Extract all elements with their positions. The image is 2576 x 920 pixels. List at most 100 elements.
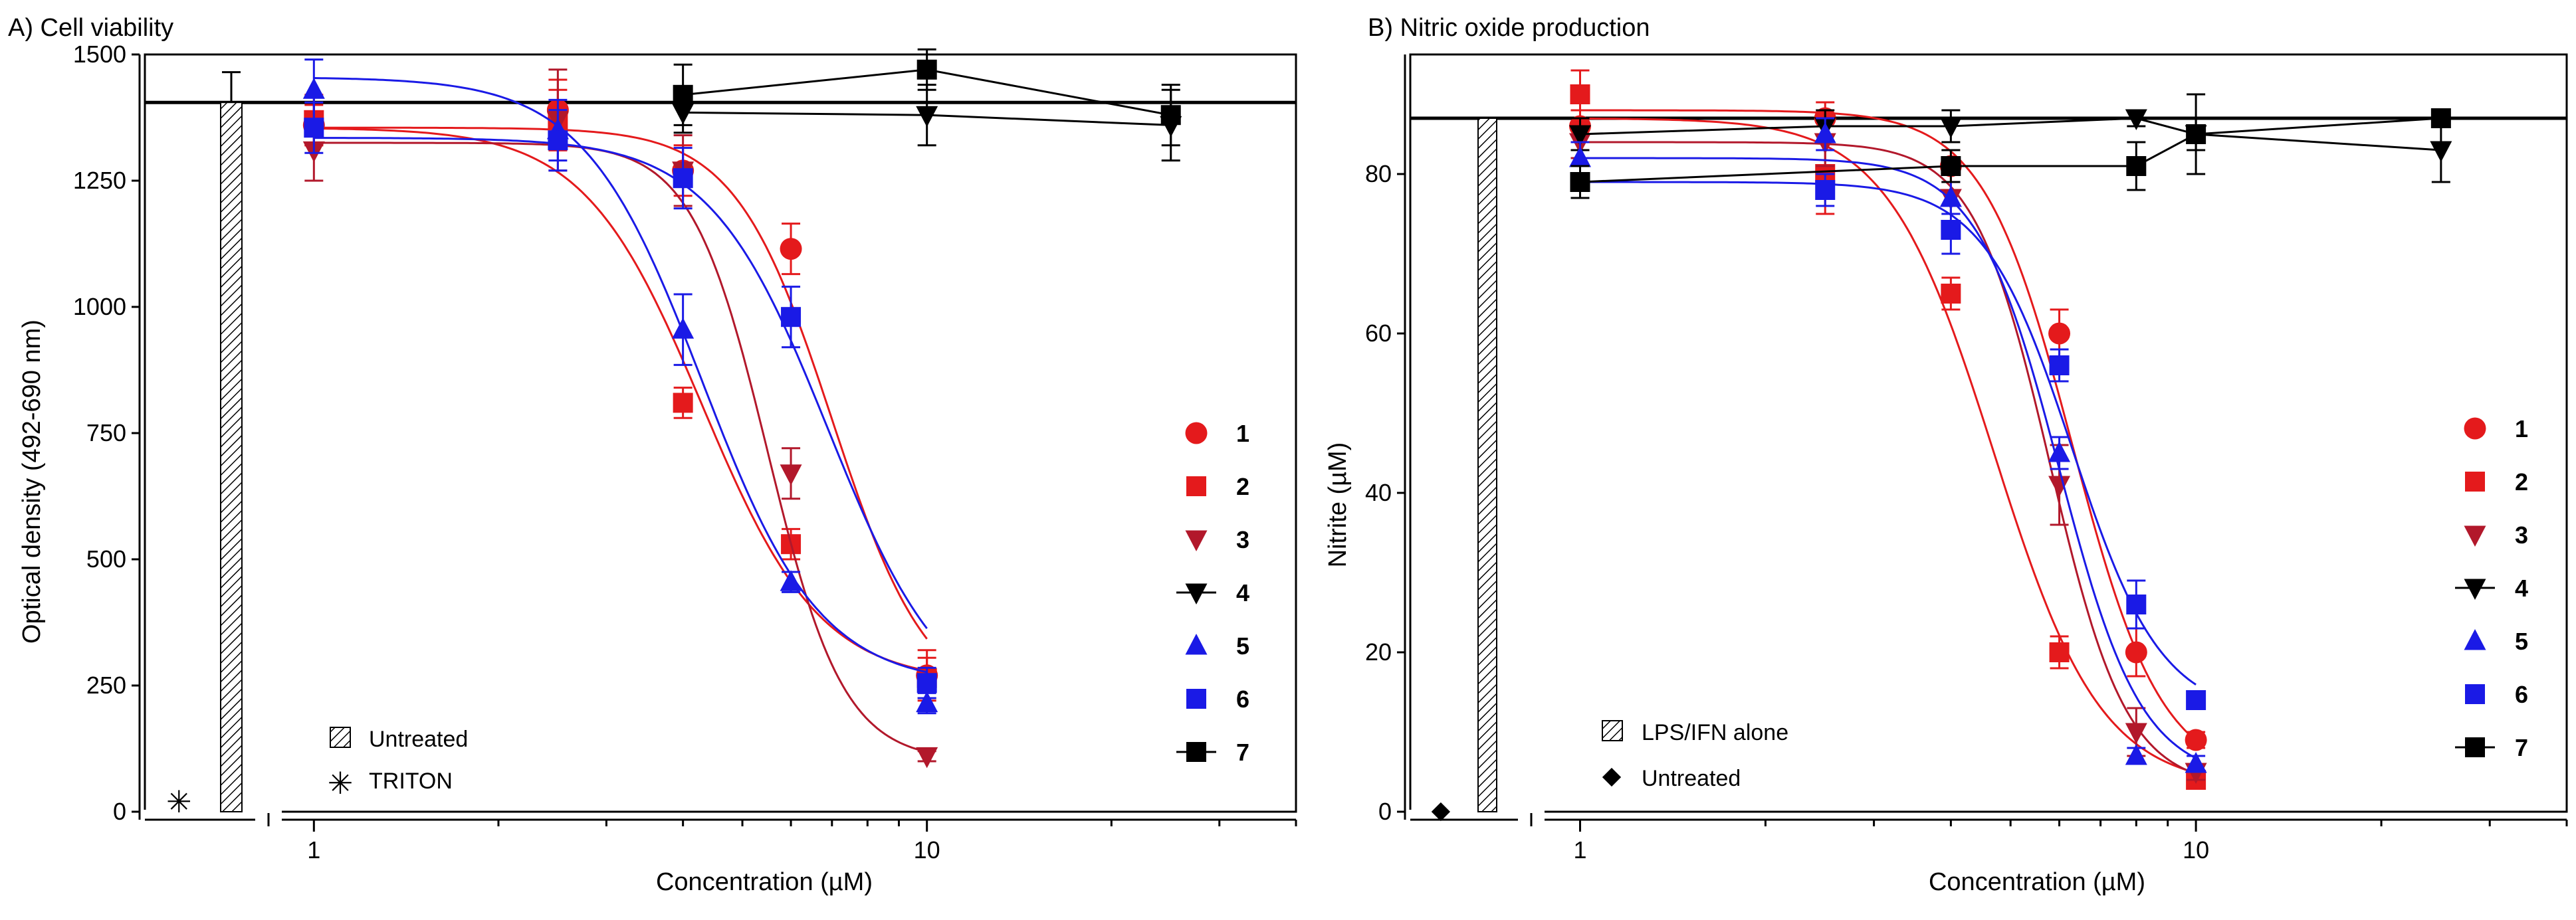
panel-a-y-tick-label: 1500 <box>73 41 126 68</box>
panel-b-legend-item-2 <box>2465 472 2485 492</box>
panel-a-y-tick-label: 0 <box>113 798 126 825</box>
panel-b-legend-label-7: 7 <box>2515 734 2528 761</box>
panel-b-legend-label-4: 4 <box>2515 575 2528 602</box>
panel-b-legend-item-4 <box>2455 579 2495 600</box>
panel-a-x-axis-label: Concentration (µM) <box>656 868 873 896</box>
panel-b-legend-marker-7 <box>2465 737 2485 757</box>
panel-a-legend-marker-1 <box>1185 422 1208 444</box>
panel-a-point-6 <box>304 118 324 138</box>
panel-a-point-1 <box>780 238 802 260</box>
panel-a-point-5 <box>916 691 938 713</box>
panel-b-fit-curve-2 <box>1580 117 2197 774</box>
asterisk-icon: ✳ <box>328 766 354 800</box>
panel-b-legend-marker-6 <box>2465 684 2485 704</box>
panel-a-fit-curve-2 <box>314 127 928 672</box>
panel-a-legend-label-7: 7 <box>1236 739 1249 766</box>
panel-a-extra-point-asterisk: ✳ <box>166 784 192 819</box>
panel-a-series-3 <box>302 68 938 769</box>
panel-a-point-5 <box>302 78 325 99</box>
panel-a-y-tick-labels: 0 250 500 750 1000 1250 1500 <box>73 41 126 825</box>
panel-b-y-tick-labels: 0 20 40 60 80 <box>1365 160 1392 825</box>
panel-b-extra-label: Untreated <box>1642 766 1741 791</box>
panel-b-legend-label-1: 1 <box>2515 415 2528 442</box>
panel-a-legend: 1 2 3 4 5 6 7 <box>1176 420 1249 766</box>
panel-b-legend-item-3 <box>2464 525 2486 547</box>
panel-a-series-7 <box>673 48 1181 147</box>
panel-b-point-1 <box>2185 729 2207 751</box>
panel-b-control-legend: LPS/IFN alone Untreated <box>1602 720 1788 791</box>
panel-a-axis-break <box>144 810 282 815</box>
panel-b-legend-label-5: 5 <box>2515 628 2528 655</box>
panel-a-legend-marker-6 <box>1186 689 1206 709</box>
panel-a-y-tick-label: 1250 <box>73 167 126 194</box>
panel-b-plot-frame <box>1409 53 2568 813</box>
panel-a-y-tick-label: 500 <box>86 545 126 573</box>
panel-b-y-tick-label: 0 <box>1378 798 1392 825</box>
panel-a-series-1 <box>302 78 938 702</box>
panel-a-point-7 <box>673 84 693 105</box>
panel-b-title: B) Nitric oxide production <box>1368 14 1650 42</box>
panel-b-y-axis-label: Nitrite (µM) <box>1324 442 1352 568</box>
panel-a-point-3 <box>916 747 938 769</box>
panel-b: B) Nitric oxide production Nitrite (µM) … <box>1324 14 2568 896</box>
panel-a-point-2 <box>673 393 693 413</box>
panel-a-legend-item-5 <box>1185 634 1208 655</box>
panel-a-legend-item-4 <box>1176 583 1216 604</box>
panel-b-point-1 <box>2125 641 2147 664</box>
panel-b-legend-marker-2 <box>2465 472 2485 492</box>
panel-a-legend-label-3: 3 <box>1236 526 1249 553</box>
panel-b-fit-curve-3 <box>1580 141 2197 775</box>
panel-b-point-4 <box>2430 141 2452 162</box>
panel-a-fit-curve-6 <box>314 137 928 630</box>
panel-b-x-tick-label: 1 <box>1573 836 1586 864</box>
panel-b-point-5 <box>2125 744 2147 765</box>
panel-b-legend-label-6: 6 <box>2515 681 2528 708</box>
panel-a-x-tick-label: 10 <box>914 836 940 864</box>
diamond-icon <box>1602 767 1622 787</box>
panel-a: A) Cell viability Optical density (492-6… <box>8 14 1297 896</box>
panel-a-legend-label-2: 2 <box>1236 473 1249 500</box>
panel-b-point-7 <box>1570 172 1590 192</box>
panel-b-point-7 <box>2186 124 2206 144</box>
panel-a-legend-marker-3 <box>1185 530 1208 551</box>
panel-b-connect-line-7 <box>1580 117 2441 183</box>
panel-b-point-7 <box>2430 108 2451 128</box>
panel-b-legend-marker-5 <box>2464 629 2486 650</box>
panel-a-legend-label-4: 4 <box>1236 579 1249 606</box>
panel-b-series-6 <box>1570 165 2206 710</box>
panel-b-point-1 <box>2048 322 2071 345</box>
panel-a-legend-label-6: 6 <box>1236 686 1249 713</box>
panel-a-legend-label-5: 5 <box>1236 632 1249 660</box>
panel-b-point-4 <box>1939 117 1962 138</box>
panel-a-x-tick-label: 1 <box>307 836 320 864</box>
panel-b-point-6 <box>2186 690 2206 710</box>
panel-b-legend-item-5 <box>2464 629 2486 650</box>
hatch-swatch-icon <box>1602 720 1623 741</box>
panel-b-axis-break <box>1409 810 1545 815</box>
panel-a-legend-label-1: 1 <box>1236 420 1249 447</box>
panel-b-series-7 <box>1570 93 2451 199</box>
panel-a-point-6 <box>781 307 802 327</box>
panel-a-point-6 <box>673 168 693 189</box>
panel-b-point-7 <box>2126 156 2147 176</box>
panel-b-x-axis-label: Concentration (µM) <box>1929 868 2145 896</box>
panel-a-extra-label: TRITON <box>369 769 453 794</box>
panel-b-legend: 1 2 3 4 5 6 7 <box>2455 415 2528 761</box>
panel-a-legend-marker-5 <box>1185 634 1208 655</box>
panel-b-connect-line-4 <box>1580 117 2441 151</box>
panel-a-legend-item-6 <box>1186 689 1206 709</box>
panel-b-control-label: LPS/IFN alone <box>1642 720 1788 745</box>
panel-b-point-4 <box>2125 109 2147 130</box>
panel-a-plot-frame <box>144 53 1297 813</box>
panel-b-extra-point-diamond <box>1431 802 1451 822</box>
panel-b-point-3 <box>2048 476 2071 497</box>
panel-b-y-tick-label: 60 <box>1365 320 1392 347</box>
panel-a-legend-marker-2 <box>1186 476 1206 496</box>
panel-b-point-5 <box>2185 752 2207 773</box>
panel-b-point-5 <box>2048 441 2071 462</box>
panel-a-point-7 <box>1160 105 1181 126</box>
panel-a-control-legend: Untreated ✳ TRITON <box>328 727 468 800</box>
panel-a-series-5 <box>302 58 938 715</box>
panel-a-point-5 <box>780 570 802 591</box>
panel-a-fit-curve-5 <box>314 77 928 674</box>
